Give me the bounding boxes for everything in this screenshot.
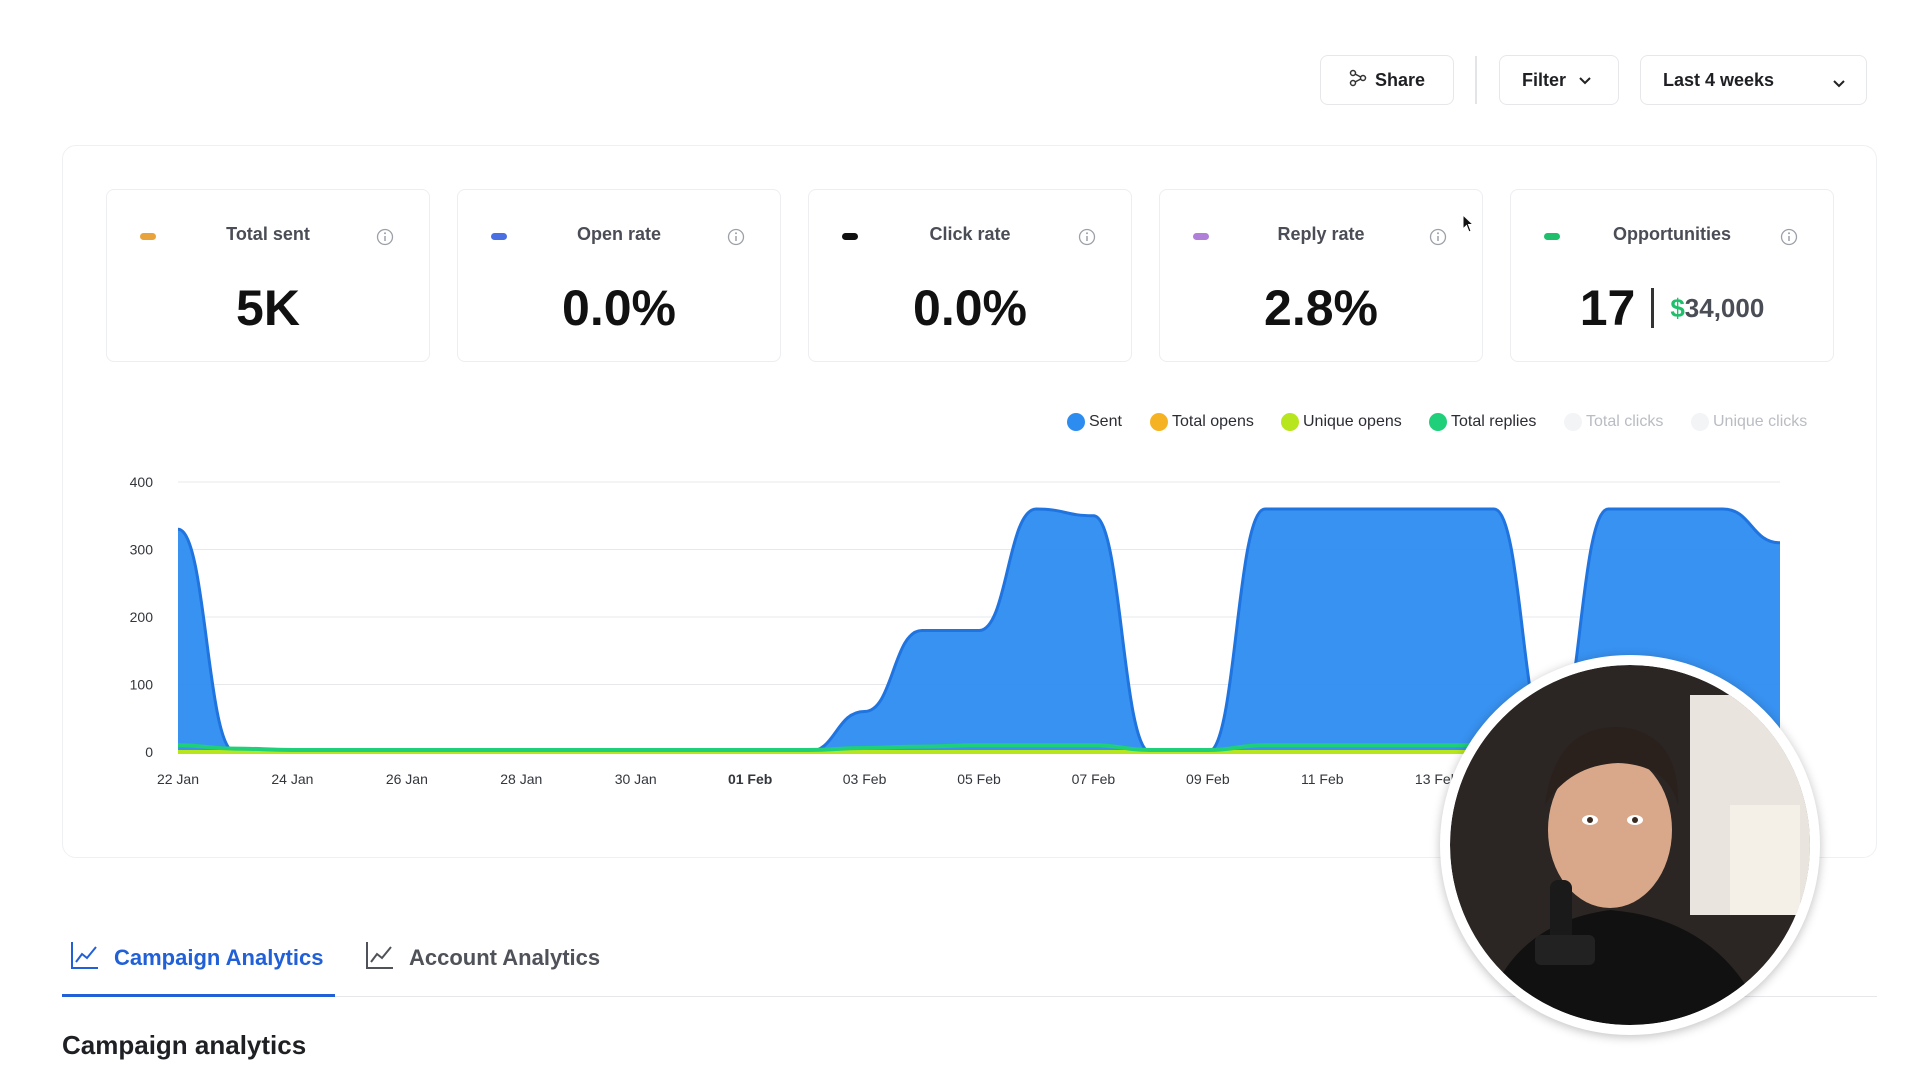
x-tick-label: 07 Feb	[1072, 771, 1116, 787]
legend-dot	[1150, 413, 1168, 431]
x-tick-label: 24 Jan	[271, 771, 313, 787]
kpi-value: 5K	[236, 280, 300, 336]
tab-campaign-analytics[interactable]: Campaign Analytics	[70, 940, 323, 976]
opportunities-count: 17	[1579, 280, 1636, 336]
y-tick-label: 100	[130, 677, 154, 693]
filter-label: Filter	[1522, 69, 1567, 90]
legend-label: Total opens	[1172, 413, 1254, 430]
x-tick-label: 11 Feb	[1301, 771, 1344, 787]
legend-dot	[1691, 413, 1709, 431]
legend-label: Total replies	[1451, 413, 1537, 430]
legend-label: Total clicks	[1586, 413, 1664, 430]
date-range-dropdown[interactable]: Last 4 weeks	[1640, 55, 1867, 105]
kpi-label: Opportunities	[1613, 224, 1731, 244]
kpi-click-rate: Click rate 0.0%	[808, 189, 1132, 362]
legend-unique-clicks[interactable]: Unique clicks	[1691, 413, 1807, 431]
date-range-label: Last 4 weeks	[1663, 69, 1775, 90]
x-tick-label: 03 Feb	[843, 771, 887, 787]
legend-sent[interactable]: Sent	[1067, 413, 1122, 431]
tabs-divider	[62, 996, 1877, 997]
filter-dropdown[interactable]: Filter	[1499, 55, 1619, 105]
info-icon[interactable]	[1429, 228, 1447, 251]
kpi-value: 2.8%	[1264, 280, 1378, 336]
tab-label: Account Analytics	[409, 945, 601, 970]
legend-total-replies[interactable]: Total replies	[1429, 413, 1536, 431]
kpi-label: Click rate	[929, 224, 1011, 244]
y-tick-label: 0	[145, 744, 153, 760]
webcam-overlay	[1440, 655, 1820, 1035]
legend-dot	[1429, 413, 1447, 431]
x-tick-label: 22 Jan	[157, 771, 199, 787]
info-icon[interactable]	[727, 228, 745, 251]
kpi-swatch	[1544, 233, 1560, 240]
legend-dot	[1067, 413, 1085, 431]
x-tick-label: 01 Feb	[728, 771, 772, 787]
info-icon[interactable]	[376, 228, 394, 251]
kpi-swatch	[1193, 233, 1209, 240]
x-tick-label: 13 Feb	[1415, 771, 1459, 787]
share-icon	[1349, 69, 1367, 92]
line-chart-icon	[365, 940, 395, 976]
y-tick-label: 200	[130, 609, 154, 625]
kpi-label: Open rate	[576, 224, 662, 244]
x-tick-label: 05 Feb	[957, 771, 1001, 787]
x-tick-label: 30 Jan	[615, 771, 657, 787]
kpi-label: Reply rate	[1277, 224, 1365, 244]
info-icon[interactable]	[1780, 228, 1798, 251]
x-tick-label: 28 Jan	[500, 771, 542, 787]
info-icon[interactable]	[1078, 228, 1096, 251]
y-tick-label: 300	[130, 542, 154, 558]
legend-dot	[1281, 413, 1299, 431]
legend-label: Sent	[1089, 413, 1122, 430]
kpi-open-rate: Open rate 0.0%	[457, 189, 781, 362]
kpi-swatch	[140, 233, 156, 240]
legend-dot	[1564, 413, 1582, 431]
share-button[interactable]: Share	[1320, 55, 1454, 105]
opportunities-value: $34,000	[1670, 293, 1765, 323]
section-title: Campaign analytics	[62, 1030, 307, 1060]
legend-total-opens[interactable]: Total opens	[1150, 413, 1254, 431]
kpi-swatch	[491, 233, 507, 240]
legend-unique-opens[interactable]: Unique opens	[1281, 413, 1402, 431]
tab-account-analytics[interactable]: Account Analytics	[365, 940, 600, 976]
toolbar-divider	[1475, 56, 1477, 104]
kpi-swatch	[842, 233, 858, 240]
x-tick-label: 09 Feb	[1186, 771, 1230, 787]
mouse-cursor-icon	[1462, 213, 1476, 239]
chevron-down-icon	[1578, 70, 1592, 91]
legend-label: Unique opens	[1303, 413, 1402, 430]
kpi-value: 0.0%	[562, 280, 676, 336]
kpi-value: 17 $34,000	[1511, 278, 1833, 338]
kpi-opportunities: Opportunities 17 $34,000	[1510, 189, 1834, 362]
kpi-value: 0.0%	[913, 280, 1027, 336]
legend-total-clicks[interactable]: Total clicks	[1564, 413, 1663, 431]
y-tick-label: 400	[130, 474, 154, 490]
value-separator	[1651, 288, 1655, 328]
line-chart-icon	[70, 940, 100, 976]
share-label: Share	[1374, 69, 1426, 90]
kpi-total-sent: Total sent 5K	[106, 189, 430, 362]
legend-label: Unique clicks	[1713, 413, 1808, 430]
tab-label: Campaign Analytics	[114, 945, 324, 970]
active-tab-indicator	[62, 994, 335, 997]
kpi-reply-rate: Reply rate 2.8%	[1159, 189, 1483, 362]
chevron-down-icon	[1832, 73, 1846, 94]
x-tick-label: 26 Jan	[386, 771, 428, 787]
kpi-label: Total sent	[226, 224, 310, 244]
